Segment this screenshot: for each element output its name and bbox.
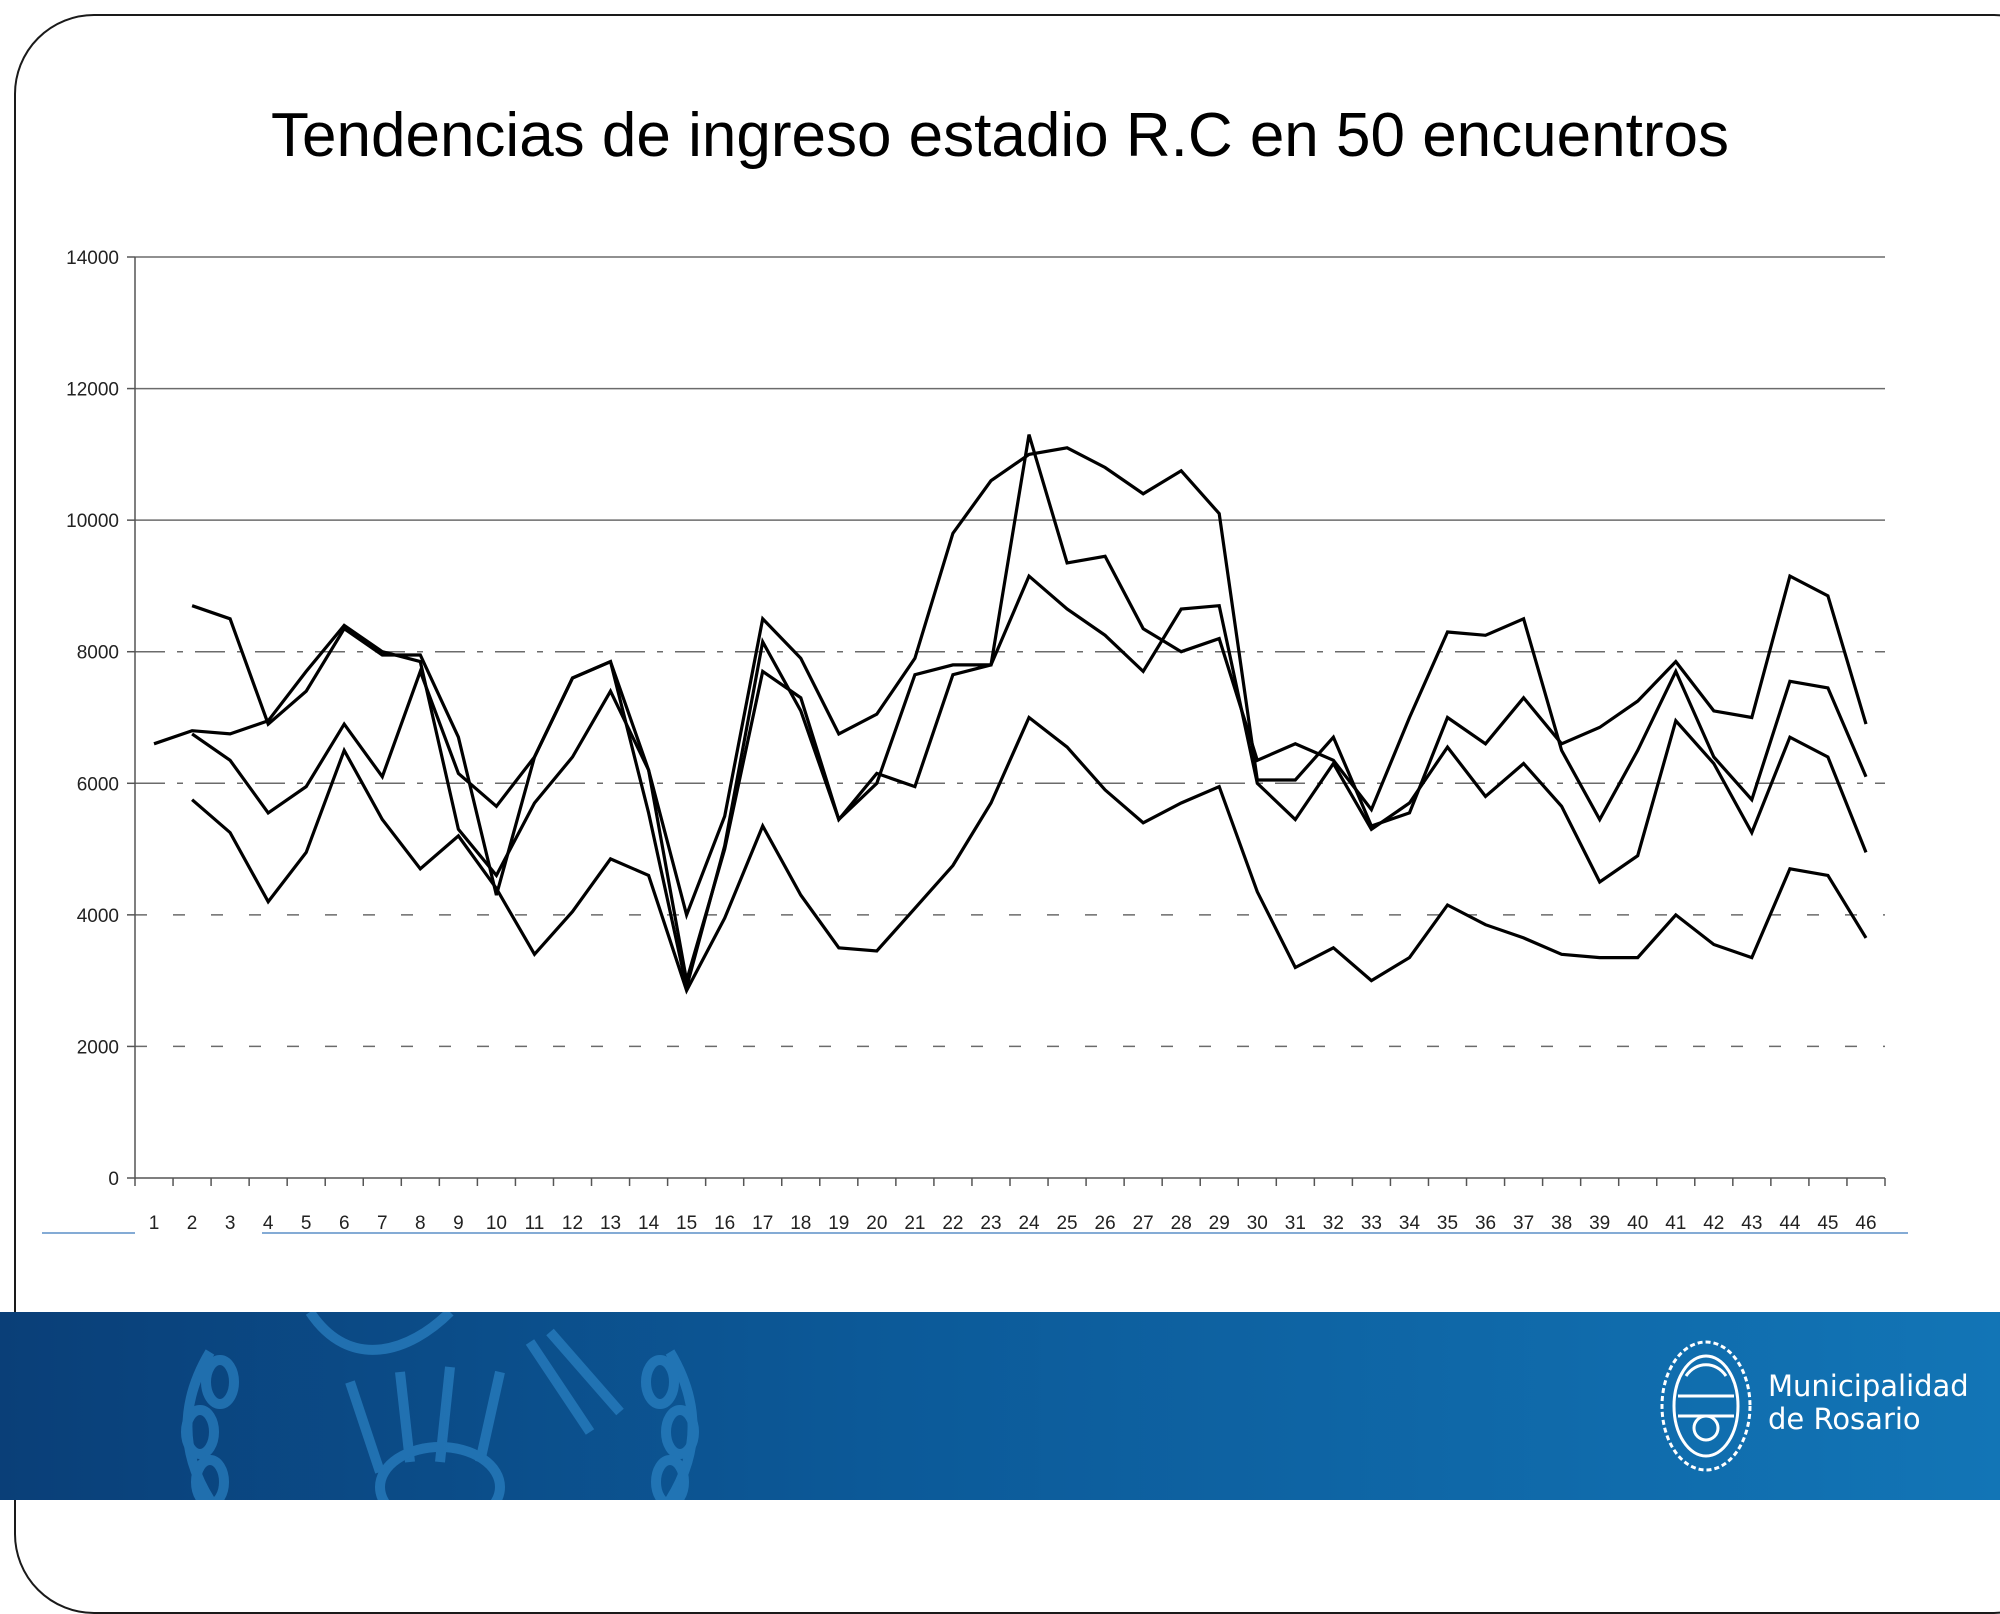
x-tick-label: 13 (600, 1213, 621, 1234)
x-tick-label: 41 (1665, 1213, 1686, 1234)
x-tick-label: 15 (676, 1213, 697, 1234)
rosario-crest-watermark-icon (181, 1312, 699, 1500)
x-tick-label: 2 (187, 1213, 198, 1234)
x-tick-label: 38 (1551, 1213, 1572, 1234)
x-tick-label: 46 (1855, 1213, 1876, 1234)
x-tick-label: 22 (942, 1213, 963, 1234)
brand-name-line2: de Rosario (1768, 1402, 1921, 1436)
y-tick-label: 6000 (77, 774, 119, 795)
x-tick-label: 23 (980, 1213, 1001, 1234)
x-tick-label: 26 (1095, 1213, 1116, 1234)
x-tick-label: 32 (1323, 1213, 1344, 1234)
y-axis-tick-labels: 0 2000 4000 6000 8000 10000 12000 14000 (66, 248, 119, 1190)
x-axis-tick-labels: 1 2 3 4 5 6 7 8 9 10 11 12 13 14 15 16 17 18 19 20 21 22 23 24 2… (149, 1213, 1877, 1234)
x-tick-label: 11 (525, 1213, 545, 1234)
y-tick-label: 12000 (66, 380, 119, 401)
x-tick-label: 31 (1285, 1213, 1306, 1234)
x-tick-label: 19 (828, 1213, 849, 1234)
x-tick-label: 44 (1779, 1213, 1801, 1234)
x-tick-label: 9 (453, 1213, 464, 1234)
series-line-1 (153, 446, 1868, 921)
x-tick-label: 21 (904, 1213, 925, 1234)
series-line-2 (191, 434, 1868, 988)
x-tick-label: 12 (562, 1213, 583, 1234)
x-tick-label: 42 (1703, 1213, 1724, 1234)
x-tick-label: 5 (301, 1213, 312, 1234)
series-line-3 (191, 573, 1868, 982)
slide-title: Tendencias de ingreso estadio R.C en 50 … (271, 101, 1729, 170)
chart-series (153, 434, 1868, 995)
x-tick-label: 24 (1018, 1213, 1040, 1234)
x-tick-label: 29 (1209, 1213, 1230, 1234)
x-tick-label: 37 (1513, 1213, 1534, 1234)
x-tick-label: 18 (790, 1213, 811, 1234)
x-tick-label: 36 (1475, 1213, 1496, 1234)
x-tick-label: 1 (149, 1213, 160, 1234)
x-tick-label: 3 (225, 1213, 236, 1234)
x-tick-label: 43 (1741, 1213, 1762, 1234)
y-tick-label: 10000 (66, 511, 119, 532)
brand-name-line1: Municipalidad (1768, 1369, 1969, 1403)
x-tick-label: 35 (1437, 1213, 1458, 1234)
x-tick-label: 45 (1817, 1213, 1838, 1234)
x-tick-label: 28 (1171, 1213, 1192, 1234)
x-tick-label: 27 (1133, 1213, 1154, 1234)
y-tick-label: 14000 (66, 248, 119, 269)
x-tick-label: 25 (1056, 1213, 1077, 1234)
y-tick-label: 2000 (77, 1037, 119, 1058)
x-tick-label: 14 (638, 1213, 660, 1234)
series-line-4 (191, 714, 1868, 995)
x-tick-label: 4 (263, 1213, 274, 1234)
footer-banner: Municipalidad de Rosario (0, 1312, 2000, 1500)
y-tick-label: 4000 (77, 906, 119, 927)
x-tick-label: 40 (1627, 1213, 1648, 1234)
x-tick-label: 39 (1589, 1213, 1610, 1234)
brand-name: Municipalidad de Rosario (1768, 1370, 1969, 1436)
rosario-seal-icon (1660, 1340, 1752, 1472)
x-tick-label: 17 (752, 1213, 773, 1234)
y-tick-label: 0 (108, 1169, 119, 1190)
chart-axes (42, 256, 1908, 1234)
x-tick-label: 33 (1361, 1213, 1382, 1234)
x-tick-label: 10 (486, 1213, 507, 1234)
chart-gridlines (135, 256, 1885, 1048)
x-tick-label: 20 (866, 1213, 887, 1234)
x-tick-label: 6 (339, 1213, 350, 1234)
y-tick-label: 8000 (77, 643, 119, 664)
x-tick-label: 7 (377, 1213, 388, 1234)
x-tick-label: 30 (1247, 1213, 1268, 1234)
x-tick-label: 16 (714, 1213, 735, 1234)
x-tick-label: 34 (1399, 1213, 1421, 1234)
x-tick-label: 8 (415, 1213, 426, 1234)
